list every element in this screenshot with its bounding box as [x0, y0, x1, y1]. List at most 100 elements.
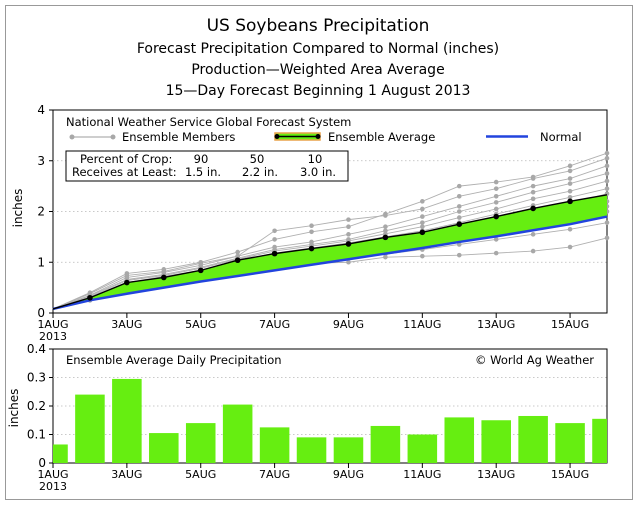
daily-x-tick-label: 9AUG — [333, 468, 364, 481]
daily-precip-bar — [370, 425, 401, 463]
forecast-lines — [52, 194, 608, 311]
ensemble-member-point — [604, 163, 610, 169]
legend-members-label: Ensemble Members — [122, 130, 235, 144]
ensemble-member-point — [567, 181, 573, 186]
forecast-x-tick-label: 15AUG — [551, 318, 589, 331]
ensemble-member-point — [530, 196, 536, 202]
ensemble-member-point — [493, 250, 499, 256]
ensemble-average-point — [493, 213, 500, 220]
ensemble-member-point — [604, 220, 610, 225]
daily-precip-bar — [481, 420, 511, 463]
ensemble-average-line — [52, 194, 608, 310]
daily-y-tick-label: 0.2 — [27, 399, 46, 413]
daily-precip-bar — [444, 417, 475, 463]
forecast-y-axis-label: inches — [11, 189, 25, 228]
daily-precip-bar — [333, 437, 364, 463]
ensemble-member-point — [309, 223, 314, 229]
forecast-x-tick-label: 3AUG — [111, 318, 142, 331]
forecast-x-tick-label: 7AUG — [259, 318, 290, 331]
normal-line — [52, 215, 608, 311]
ensemble-average-point — [419, 229, 426, 236]
ensemble-member-line — [52, 180, 608, 310]
ensemble-member-point — [456, 193, 462, 199]
ensemble-member-point — [420, 199, 425, 204]
ensemble-average-point — [308, 245, 315, 252]
crop-percent-50: 50 — [250, 152, 265, 166]
crop-amount-10: 3.0 in. — [300, 165, 336, 179]
daily-y-tick-label: 0.3 — [27, 371, 46, 385]
daily-y-ticks: 0 0.1 0.2 0.3 0.4 — [27, 342, 53, 470]
ensemble-average-point — [456, 221, 463, 227]
ensemble-average-point — [567, 198, 573, 205]
ensemble-member-point — [456, 215, 462, 220]
credit-label: © World Ag Weather — [475, 353, 594, 367]
ensemble-member-point — [567, 226, 573, 232]
ensemble-member-point — [493, 206, 499, 212]
ensemble-member-point — [456, 252, 462, 258]
ensemble-average-point — [271, 250, 278, 257]
title: US Soybeans Precipitation — [207, 16, 430, 36]
daily-x-tick-label: 13AUG — [477, 468, 515, 481]
ensemble-member-point — [420, 206, 425, 212]
daily-gridlines — [53, 377, 607, 435]
crop-table: Percent of Crop: Receives at Least: 90 5… — [65, 150, 349, 182]
legend-members-dot — [110, 134, 116, 140]
ensemble-member-line — [52, 173, 608, 310]
ensemble-member-line — [52, 165, 608, 310]
ensemble-member-point — [383, 254, 388, 260]
daily-x-tick-label: 7AUG — [259, 468, 290, 481]
system-label: National Weather Service Global Forecast… — [66, 115, 351, 129]
crop-percent-10: 10 — [308, 152, 323, 166]
ensemble-member-point — [530, 176, 536, 181]
subtitle-3: 15—Day Forecast Beginning 1 August 2013 — [166, 83, 471, 99]
forecast-y-tick-label: 4 — [37, 103, 45, 117]
forecast-y-tick-label: 3 — [37, 154, 45, 168]
subtitle-1: Forecast Precipitation Compared to Norma… — [137, 41, 499, 57]
forecast-y-tick-label: 1 — [37, 255, 45, 269]
ensemble-member-point — [420, 224, 425, 230]
daily-x-tick-label: 5AUG — [185, 468, 216, 481]
daily-y-tick-label: 0.4 — [27, 342, 46, 356]
surplus-fill-area — [53, 194, 607, 309]
crop-table-row2-label: Receives at Least: — [72, 165, 177, 179]
ensemble-member-point — [456, 183, 462, 189]
daily-precip-bar — [407, 434, 438, 463]
daily-precip-bar — [518, 415, 548, 463]
ensemble-member-point — [604, 186, 610, 191]
ensemble-member-point — [309, 229, 314, 235]
ensemble-member-point — [567, 244, 573, 250]
ensemble-member-point — [567, 176, 573, 181]
ensemble-member-point — [604, 178, 610, 184]
crop-percent-90: 90 — [194, 152, 209, 166]
ensemble-member-point — [530, 232, 536, 237]
subtitle-2: Production—Weighted Area Average — [191, 62, 444, 78]
ensemble-member-point — [567, 188, 573, 194]
forecast-x-tick-label: 9AUG — [333, 318, 364, 331]
ensemble-member-point — [272, 228, 277, 234]
ensemble-member-point — [530, 183, 536, 189]
ensemble-member-point — [346, 259, 351, 265]
forecast-y-tick-label: 2 — [37, 205, 45, 219]
forecast-x-tick-label: 11AUG — [403, 318, 441, 331]
ensemble-member-point — [530, 248, 536, 254]
daily-y-tick-label: 0.1 — [27, 428, 46, 442]
daily-precip-bar — [296, 437, 327, 463]
figure-frame — [5, 5, 633, 500]
ensemble-average-point — [161, 274, 167, 281]
forecast-y-ticks: 0 1 2 3 4 — [37, 103, 53, 320]
ensemble-average-point — [197, 267, 204, 274]
daily-x-tick-label: 1AUG — [37, 468, 68, 481]
crop-table-row1-label: Percent of Crop: — [80, 152, 172, 166]
daily-bars — [53, 378, 607, 463]
ensemble-member-point — [493, 200, 499, 205]
forecast-x-tick-label: 13AUG — [477, 318, 515, 331]
ensemble-member-point — [420, 220, 425, 225]
ensemble-member-point — [567, 163, 573, 169]
ensemble-member-point — [383, 213, 388, 218]
ensemble-member-point — [346, 224, 351, 230]
ensemble-member-point — [272, 237, 277, 242]
